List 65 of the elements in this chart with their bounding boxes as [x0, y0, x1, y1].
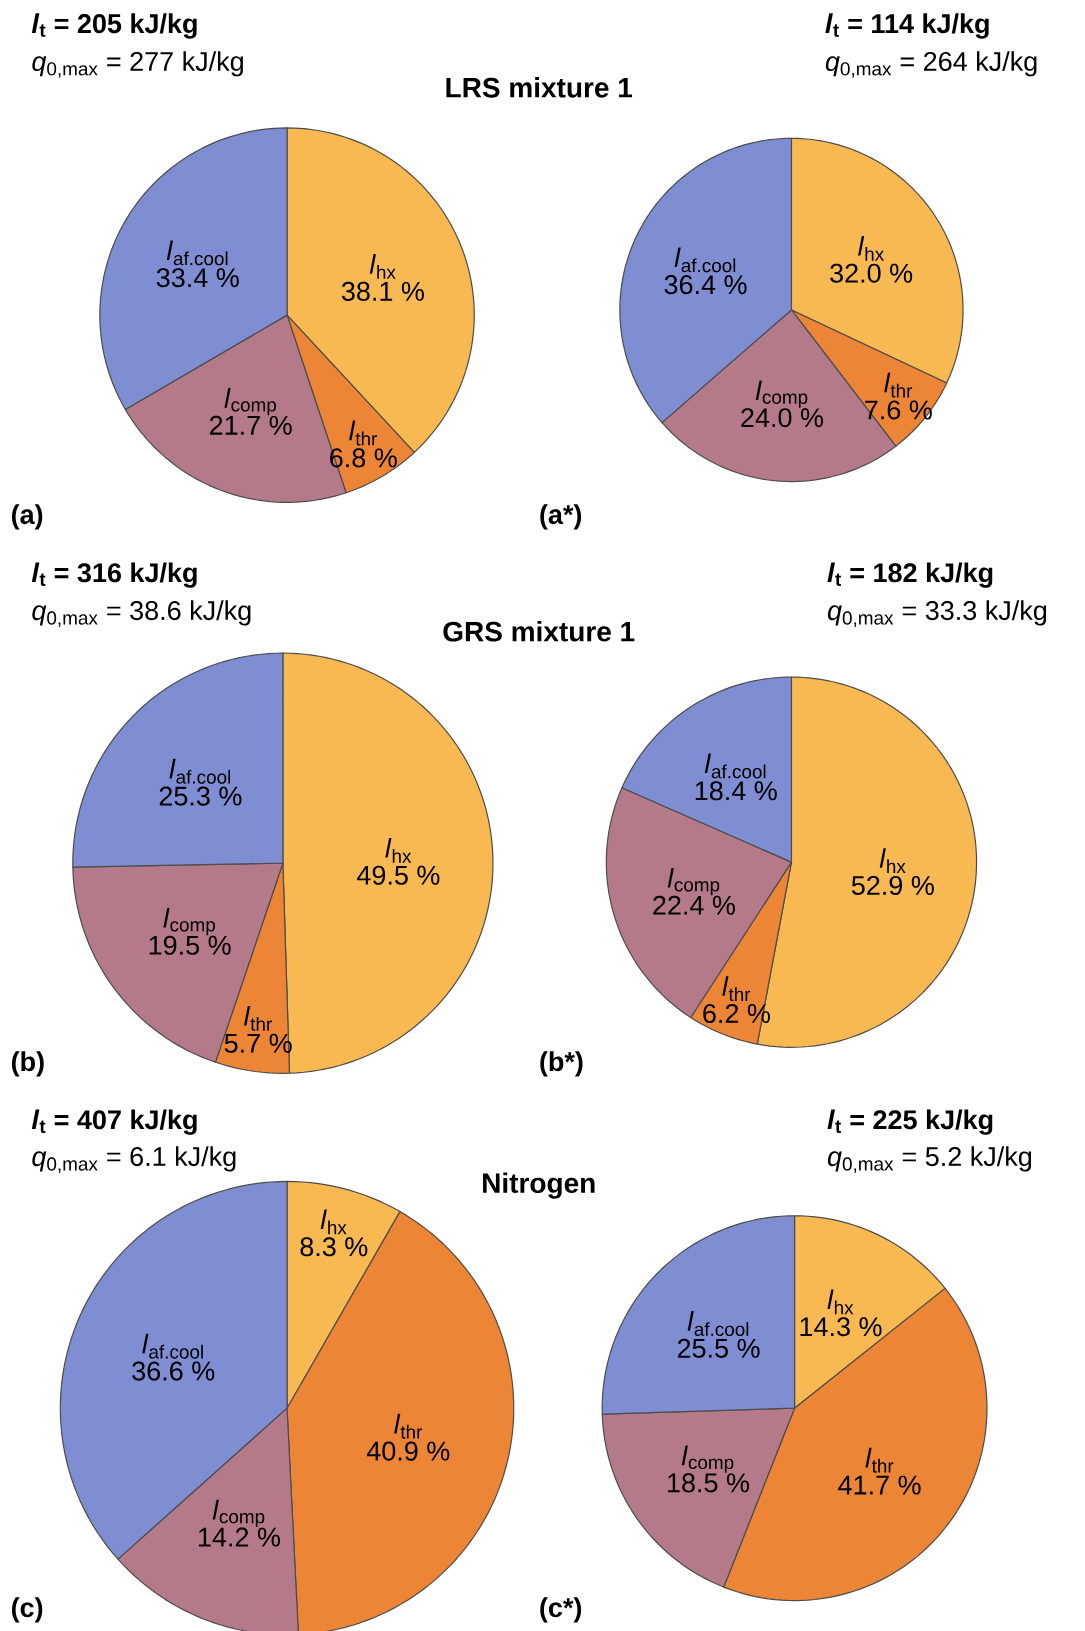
text: q$_{0,max}$ = 38.6 kJ/kg — [32, 600, 251, 627]
chart-title: Nitrogen — [483, 1172, 595, 1199]
text: l$_{t}$ = 182 kJ/kg — [827, 562, 993, 588]
data-label: 22.4 % — [653, 895, 735, 915]
data-label: 25.5 % — [677, 1338, 760, 1358]
text: q$_{0,max}$ = 277 kJ/kg — [32, 51, 243, 78]
data-label: 33.4 % — [156, 268, 239, 288]
slice-label: l$_{comp}$ — [212, 1499, 265, 1528]
slice-label: l$_{thr}$ — [244, 1006, 272, 1031]
slice-label: l$_{hx}$ — [320, 1209, 347, 1235]
data-label: 19.5 % — [149, 935, 231, 955]
text: q$_{0,max}$ = 6.1 kJ/kg — [32, 1146, 236, 1173]
slice-label: l$_{comp}$ — [681, 1445, 734, 1473]
text: (c*) — [540, 1597, 582, 1623]
slice-label: l$_{comp}$ — [667, 868, 720, 896]
slice-label: l$_{thr}$ — [349, 420, 378, 446]
data-label: 18.4 % — [695, 781, 777, 801]
text: l$_{t}$ = 114 kJ/kg — [825, 13, 989, 39]
slice-label: l$_{af.cool}$ — [674, 247, 736, 273]
text: (b*) — [540, 1051, 583, 1077]
slice-label: l$_{af.cool}$ — [704, 753, 766, 779]
data-label: 38.1 % — [341, 281, 424, 301]
text: (c) — [11, 1597, 43, 1623]
chart-title: GRS mixture 1 — [443, 621, 635, 642]
slice-label: l$_{hx}$ — [858, 235, 884, 261]
text: (a) — [11, 504, 43, 530]
data-label: 21.7 % — [209, 415, 292, 435]
data-label: 36.6 % — [132, 1361, 215, 1381]
slice-label: l$_{thr}$ — [722, 976, 751, 1002]
data-label: 8.3 % — [300, 1237, 368, 1257]
text: l$_{t}$ = 225 kJ/kg — [827, 1109, 993, 1135]
slice-label: l$_{comp}$ — [163, 908, 215, 936]
slice-label: l$_{af.cool}$ — [142, 1333, 203, 1359]
data-label: 36.4 % — [664, 275, 747, 295]
slice-label: l$_{hx}$ — [385, 837, 412, 863]
data-label: 49.5 % — [357, 865, 440, 885]
data-label: 25.3 % — [159, 786, 242, 806]
slice-label: l$_{af.cool}$ — [169, 758, 231, 784]
data-label: 18.5 % — [668, 1473, 750, 1493]
slice-label: l$_{af.cool}$ — [166, 240, 228, 266]
data-label: 24.0 % — [741, 408, 824, 428]
data-label: 14.2 % — [198, 1527, 280, 1547]
slice-label: l$_{hx}$ — [879, 848, 906, 873]
text: l$_{t}$ = 205 kJ/kg — [31, 13, 197, 39]
text: q$_{0,max}$ = 264 kJ/kg — [825, 51, 1037, 78]
slice-label: l$_{af.cool}$ — [687, 1311, 749, 1336]
data-label: 14.3 % — [800, 1317, 882, 1337]
slice-label: l$_{comp}$ — [224, 388, 277, 416]
text: l$_{t}$ = 316 kJ/kg — [31, 562, 197, 588]
text: LRS mixture 1 — [446, 77, 633, 98]
slice-label: l$_{thr}$ — [394, 1413, 423, 1439]
text: (a*) — [540, 504, 582, 530]
text: q$_{0,max}$ = 5.2 kJ/kg — [827, 1146, 1032, 1173]
text: (b) — [11, 1051, 44, 1077]
data-label: 32.0 % — [830, 263, 913, 283]
slice-label: l$_{hx}$ — [827, 1289, 854, 1315]
data-label: 52.9 % — [851, 875, 934, 896]
data-label: 40.9 % — [366, 1441, 450, 1461]
text: l$_{t}$ = 407 kJ/kg — [31, 1109, 197, 1135]
data-label: 41.7 % — [838, 1475, 921, 1495]
slice-label: l$_{thr}$ — [865, 1447, 894, 1473]
slice-label: l$_{thr}$ — [884, 372, 913, 398]
text: q$_{0,max}$ = 33.3 kJ/kg — [827, 600, 1047, 627]
slice-label: l$_{comp}$ — [755, 380, 808, 408]
slice-label: l$_{hx}$ — [369, 254, 396, 279]
